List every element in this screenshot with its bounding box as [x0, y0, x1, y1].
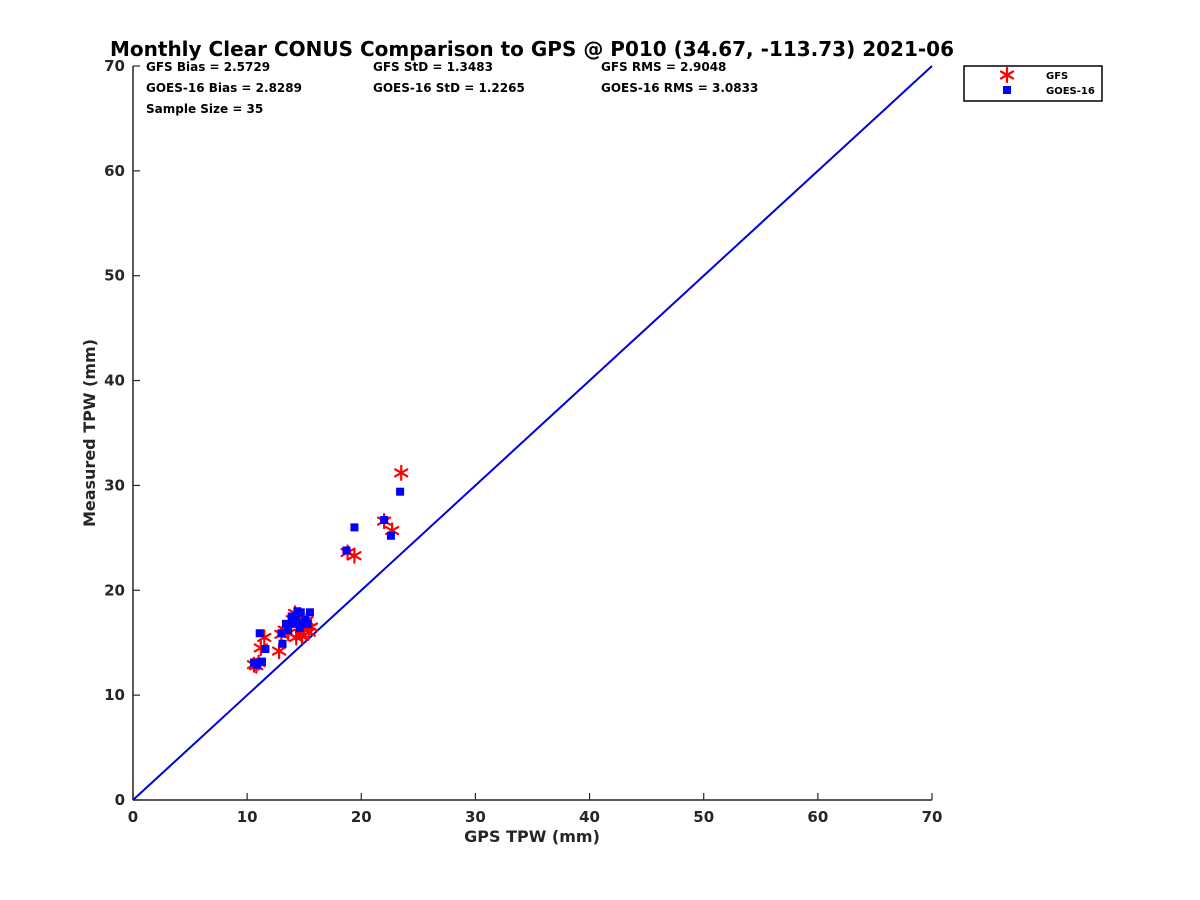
y-tick-label: 40 [104, 372, 125, 390]
stats-block: GFS Bias = 2.5729 GFS StD = 1.3483 GFS R… [146, 60, 758, 116]
legend-gfs-label: GFS [1046, 71, 1068, 82]
plot-axes [132, 66, 932, 801]
axis-ticks: 0 10 20 30 40 50 60 70 0 10 20 30 40 50 60 70 [104, 57, 942, 826]
goes16-point [301, 615, 310, 624]
stat-gfs-std: GFS StD = 1.3483 [373, 60, 493, 74]
goes16-point [292, 615, 301, 624]
goes16-point [253, 660, 262, 669]
goes16-point [257, 657, 266, 666]
goes16-point [287, 612, 296, 621]
x-tick-label: 70 [922, 808, 943, 826]
x-axis-label: GPS TPW (mm) [464, 827, 600, 846]
x-tick-label: 0 [128, 808, 138, 826]
y-tick-label: 10 [104, 686, 125, 704]
goes16-point [296, 608, 305, 617]
goes16-point [295, 624, 304, 633]
goes16-point [305, 608, 314, 617]
y-tick-label: 70 [104, 57, 125, 75]
legend-goes16-label: GOES-16 [1046, 86, 1095, 97]
goes16-point [303, 619, 312, 628]
stat-goes16-std: GOES-16 StD = 1.2265 [373, 81, 525, 95]
stat-gfs-rms: GFS RMS = 2.9048 [601, 60, 726, 74]
y-tick-label: 0 [115, 791, 125, 809]
goes16-point [277, 629, 286, 638]
legend-box [963, 65, 1103, 102]
goes16-point [255, 629, 264, 638]
x-tick-label: 50 [693, 808, 714, 826]
legend-gfs-asterisk [999, 66, 1015, 84]
x-tick-label: 40 [579, 808, 600, 826]
x-tick-label: 20 [351, 808, 372, 826]
y-axis-label: Measured TPW (mm) [80, 339, 99, 527]
stat-gfs-bias: GFS Bias = 2.5729 [146, 60, 270, 74]
goes16-point [284, 626, 293, 635]
gfs-point [394, 464, 409, 481]
goes16-point [289, 619, 298, 628]
y-tick-label: 30 [104, 476, 125, 494]
stat-sample-size: Sample Size = 35 [146, 102, 263, 116]
stat-goes16-bias: GOES-16 Bias = 2.8289 [146, 81, 302, 95]
y-tick-label: 20 [104, 581, 125, 599]
legend-goes16-marker [1003, 86, 1011, 94]
stat-goes16-rms: GOES-16 RMS = 3.0833 [601, 81, 758, 95]
chart-title: Monthly Clear CONUS Comparison to GPS @ … [110, 37, 954, 61]
y-tick-label: 60 [104, 162, 125, 180]
goes16-series [249, 487, 405, 669]
goes16-point [342, 546, 351, 555]
x-tick-label: 10 [237, 808, 258, 826]
legend: GFS GOES-16 [963, 65, 1103, 102]
legend-gfs-marker [999, 66, 1015, 84]
x-tick-label: 60 [807, 808, 828, 826]
goes16-point [278, 639, 287, 648]
x-tick-label: 30 [465, 808, 486, 826]
goes16-point [386, 531, 395, 540]
goes16-point [380, 516, 389, 525]
goes16-point [281, 619, 290, 628]
one-to-one-line [132, 65, 933, 801]
goes16-point [350, 523, 359, 532]
y-tick-label: 50 [104, 267, 125, 285]
goes16-point [261, 645, 270, 654]
goes16-point [396, 487, 405, 496]
